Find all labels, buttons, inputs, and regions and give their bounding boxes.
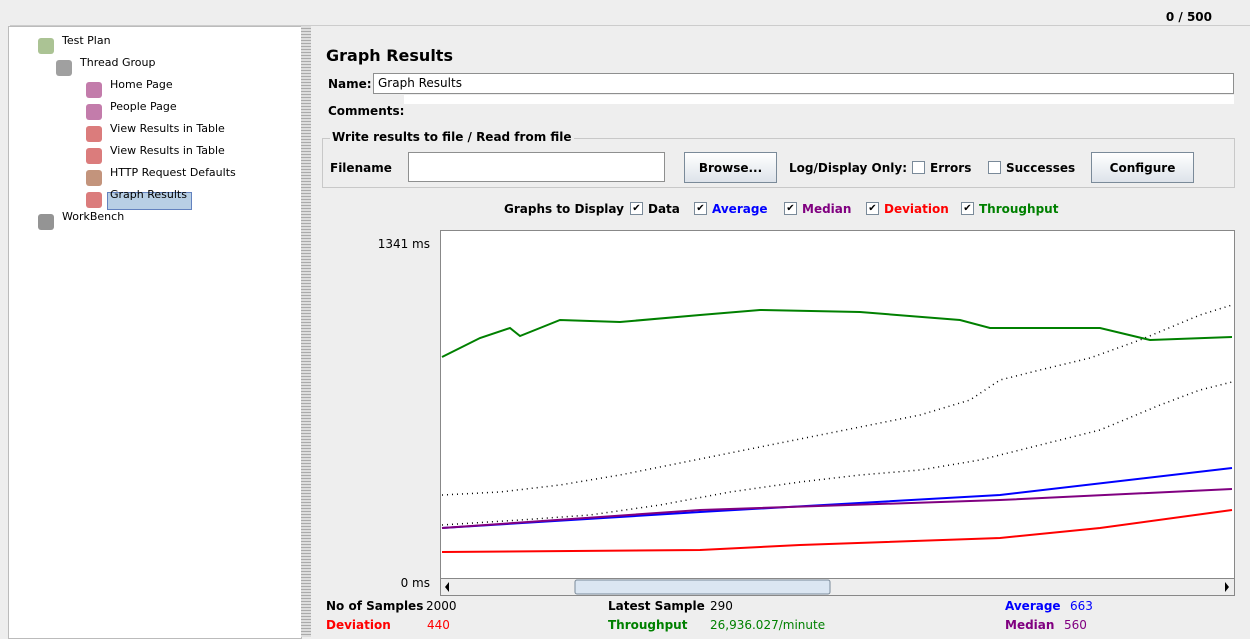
graph-checkbox[interactable]: ✔ (866, 202, 879, 215)
axis-top: 1341 ms (377, 237, 430, 251)
graph-option: Data (648, 202, 680, 216)
axis-bottom: 0 ms (400, 576, 430, 590)
errors-label: Errors (930, 161, 972, 175)
comments-label: Comments: (328, 104, 405, 118)
graph-checkbox[interactable]: ✔ (961, 202, 974, 215)
graph-option: Deviation (884, 202, 949, 216)
stat-deviation-label: Deviation (326, 618, 391, 632)
filename-field[interactable] (408, 152, 665, 182)
successes-label: Successes (1006, 161, 1076, 175)
stat-samples-label: No of Samples (326, 599, 424, 613)
data-points-lower (441, 381, 1233, 526)
tree-item[interactable]: Thread Group (80, 56, 156, 69)
tree-item[interactable]: Home Page (110, 78, 173, 91)
errors-checkbox[interactable] (912, 161, 925, 174)
browse-button[interactable]: Browse... (684, 152, 777, 183)
tree-item[interactable]: View Results in Table (110, 122, 225, 135)
tree-icon (86, 104, 102, 120)
panel-title: Graph Results (326, 46, 453, 65)
stat-samples: 2000 (426, 599, 457, 613)
tree-icon (38, 214, 54, 230)
stat-latest-label: Latest Sample (608, 599, 705, 613)
configure-button[interactable]: Configure (1091, 152, 1194, 183)
tree-icon (86, 148, 102, 164)
file-group (322, 138, 1235, 188)
file-legend: Write results to file / Read from file (330, 130, 574, 144)
tree-icon (86, 192, 102, 208)
tree-icon (86, 82, 102, 98)
stat-latest: 290 (710, 599, 733, 613)
stat-median-label: Median (1005, 618, 1055, 632)
tree-item[interactable]: Graph Results (110, 188, 187, 201)
deviation-line (441, 509, 1233, 553)
toolbar (10, 0, 1250, 26)
filename-label: Filename (330, 161, 392, 175)
name-label: Name: (328, 77, 372, 91)
tree-item[interactable]: HTTP Request Defaults (110, 166, 236, 179)
selection (107, 192, 192, 210)
tree-icon (56, 60, 72, 76)
graph-option: Throughput (979, 202, 1059, 216)
log-label: Log/Display Only: (789, 161, 907, 175)
tree-item[interactable]: Test Plan (62, 34, 111, 47)
median-line (441, 488, 1233, 529)
throughput-line (441, 308, 1233, 358)
name-field[interactable]: Graph Results (373, 73, 1234, 94)
stat-deviation: 440 (427, 618, 450, 632)
splitter[interactable] (301, 26, 311, 637)
comments-field[interactable] (404, 95, 1234, 104)
successes-checkbox[interactable] (988, 161, 1001, 174)
graph-checkbox[interactable]: ✔ (694, 202, 707, 215)
graph-option: Average (712, 202, 768, 216)
tree-icon (86, 126, 102, 142)
graph-checkbox[interactable]: ✔ (784, 202, 797, 215)
tree-icon (86, 170, 102, 186)
stat-average-label: Average (1005, 599, 1061, 613)
stat-median: 560 (1064, 618, 1087, 632)
tree-item[interactable]: People Page (110, 100, 177, 113)
tree-item[interactable]: View Results in Table (110, 144, 225, 157)
counter: 0 / 500 (1165, 10, 1212, 24)
graphs-label: Graphs to Display (504, 202, 624, 216)
graph (440, 230, 1235, 596)
scroll-thumb[interactable] (574, 579, 831, 595)
graph-checkbox[interactable]: ✔ (630, 202, 643, 215)
stat-average: 663 (1070, 599, 1093, 613)
tree-panel (8, 26, 302, 639)
graph-option: Median (802, 202, 852, 216)
tree-item[interactable]: WorkBench (62, 210, 125, 223)
scrollbar[interactable] (440, 578, 1235, 596)
stat-throughput: 26,936.027/minute (710, 618, 826, 632)
stat-throughput-label: Throughput (608, 618, 688, 632)
tree-icon (38, 38, 54, 54)
